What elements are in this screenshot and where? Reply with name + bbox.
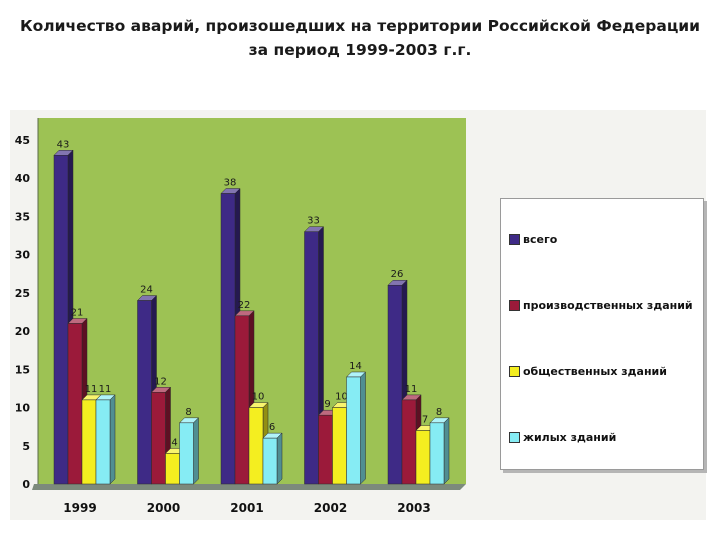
bar	[179, 422, 194, 485]
legend-swatch	[509, 431, 520, 443]
y-tick-label: 30	[15, 249, 31, 262]
y-tick-label: 10	[15, 402, 31, 415]
y-tick-label: 0	[22, 478, 30, 491]
bar	[81, 399, 97, 485]
data-label: 24	[140, 285, 153, 296]
bar	[262, 437, 278, 485]
data-label: 38	[224, 178, 237, 189]
legend-label: производственных зданий	[523, 298, 693, 312]
data-label: 11	[99, 384, 112, 395]
bar-side	[443, 417, 450, 485]
data-label: 4	[171, 437, 177, 448]
data-label: 22	[238, 300, 251, 311]
data-label: 9	[324, 399, 330, 410]
legend-item: общественных зданий	[509, 363, 667, 379]
bar	[234, 315, 250, 485]
title-line-2: за период 1999-2003 г.г.	[248, 41, 472, 59]
legend-item: производственных зданий	[509, 297, 693, 313]
legend: всего производственных зданий общественных…	[500, 198, 704, 470]
bar	[401, 399, 417, 485]
bar	[67, 323, 83, 485]
chart-title: Количество аварий, произошедших на терри…	[0, 14, 720, 62]
data-label: 10	[335, 392, 348, 403]
legend-swatch	[509, 365, 520, 377]
y-tick-label: 20	[15, 325, 31, 338]
data-label: 10	[252, 392, 265, 403]
bar	[220, 193, 236, 485]
bar	[332, 407, 347, 485]
x-tick-label: 2000	[147, 501, 180, 515]
x-tick-label: 1999	[63, 501, 96, 515]
data-label: 21	[71, 307, 84, 318]
bar	[415, 430, 431, 485]
bar	[387, 284, 403, 485]
y-tick-label: 5	[22, 440, 30, 453]
bar	[95, 399, 111, 485]
bar	[318, 414, 333, 485]
x-tick-label: 2001	[230, 501, 263, 515]
title-line-1: Количество аварий, произошедших на терри…	[19, 17, 701, 35]
data-label: 11	[85, 384, 98, 395]
y-tick-label: 15	[15, 363, 30, 376]
legend-swatch	[509, 299, 520, 311]
bar-side	[193, 417, 199, 485]
data-label: 33	[307, 216, 320, 227]
y-tick-label: 25	[15, 287, 30, 300]
data-label: 7	[422, 414, 428, 425]
bar	[53, 155, 69, 485]
bar	[165, 453, 180, 485]
bar	[429, 422, 445, 485]
legend-label: общественных зданий	[523, 364, 667, 378]
y-tick-label: 35	[15, 210, 30, 223]
chart-floor	[32, 484, 466, 490]
legend-item: жилых зданий	[509, 429, 616, 445]
y-tick-label: 45	[15, 134, 30, 147]
data-label: 11	[405, 384, 418, 395]
legend-item: всего	[509, 231, 557, 247]
data-label: 8	[436, 407, 442, 418]
x-tick-label: 2003	[397, 501, 430, 515]
data-label: 6	[269, 422, 275, 433]
bar	[304, 231, 319, 485]
bar	[151, 392, 166, 485]
data-label: 14	[349, 361, 362, 372]
data-label: 26	[391, 269, 404, 280]
data-label: 8	[185, 407, 191, 418]
bar-side	[360, 371, 366, 485]
legend-label: жилых зданий	[523, 430, 617, 444]
y-tick-label: 40	[15, 172, 31, 185]
data-label: 43	[57, 139, 70, 150]
legend-label: всего	[523, 232, 558, 246]
bar	[248, 407, 264, 485]
legend-swatch	[509, 233, 520, 245]
x-tick-label: 2002	[314, 501, 347, 515]
bar	[346, 376, 361, 485]
bar-side	[276, 432, 283, 485]
bar	[137, 300, 152, 485]
data-label: 12	[154, 376, 167, 387]
bar-side	[109, 394, 116, 485]
